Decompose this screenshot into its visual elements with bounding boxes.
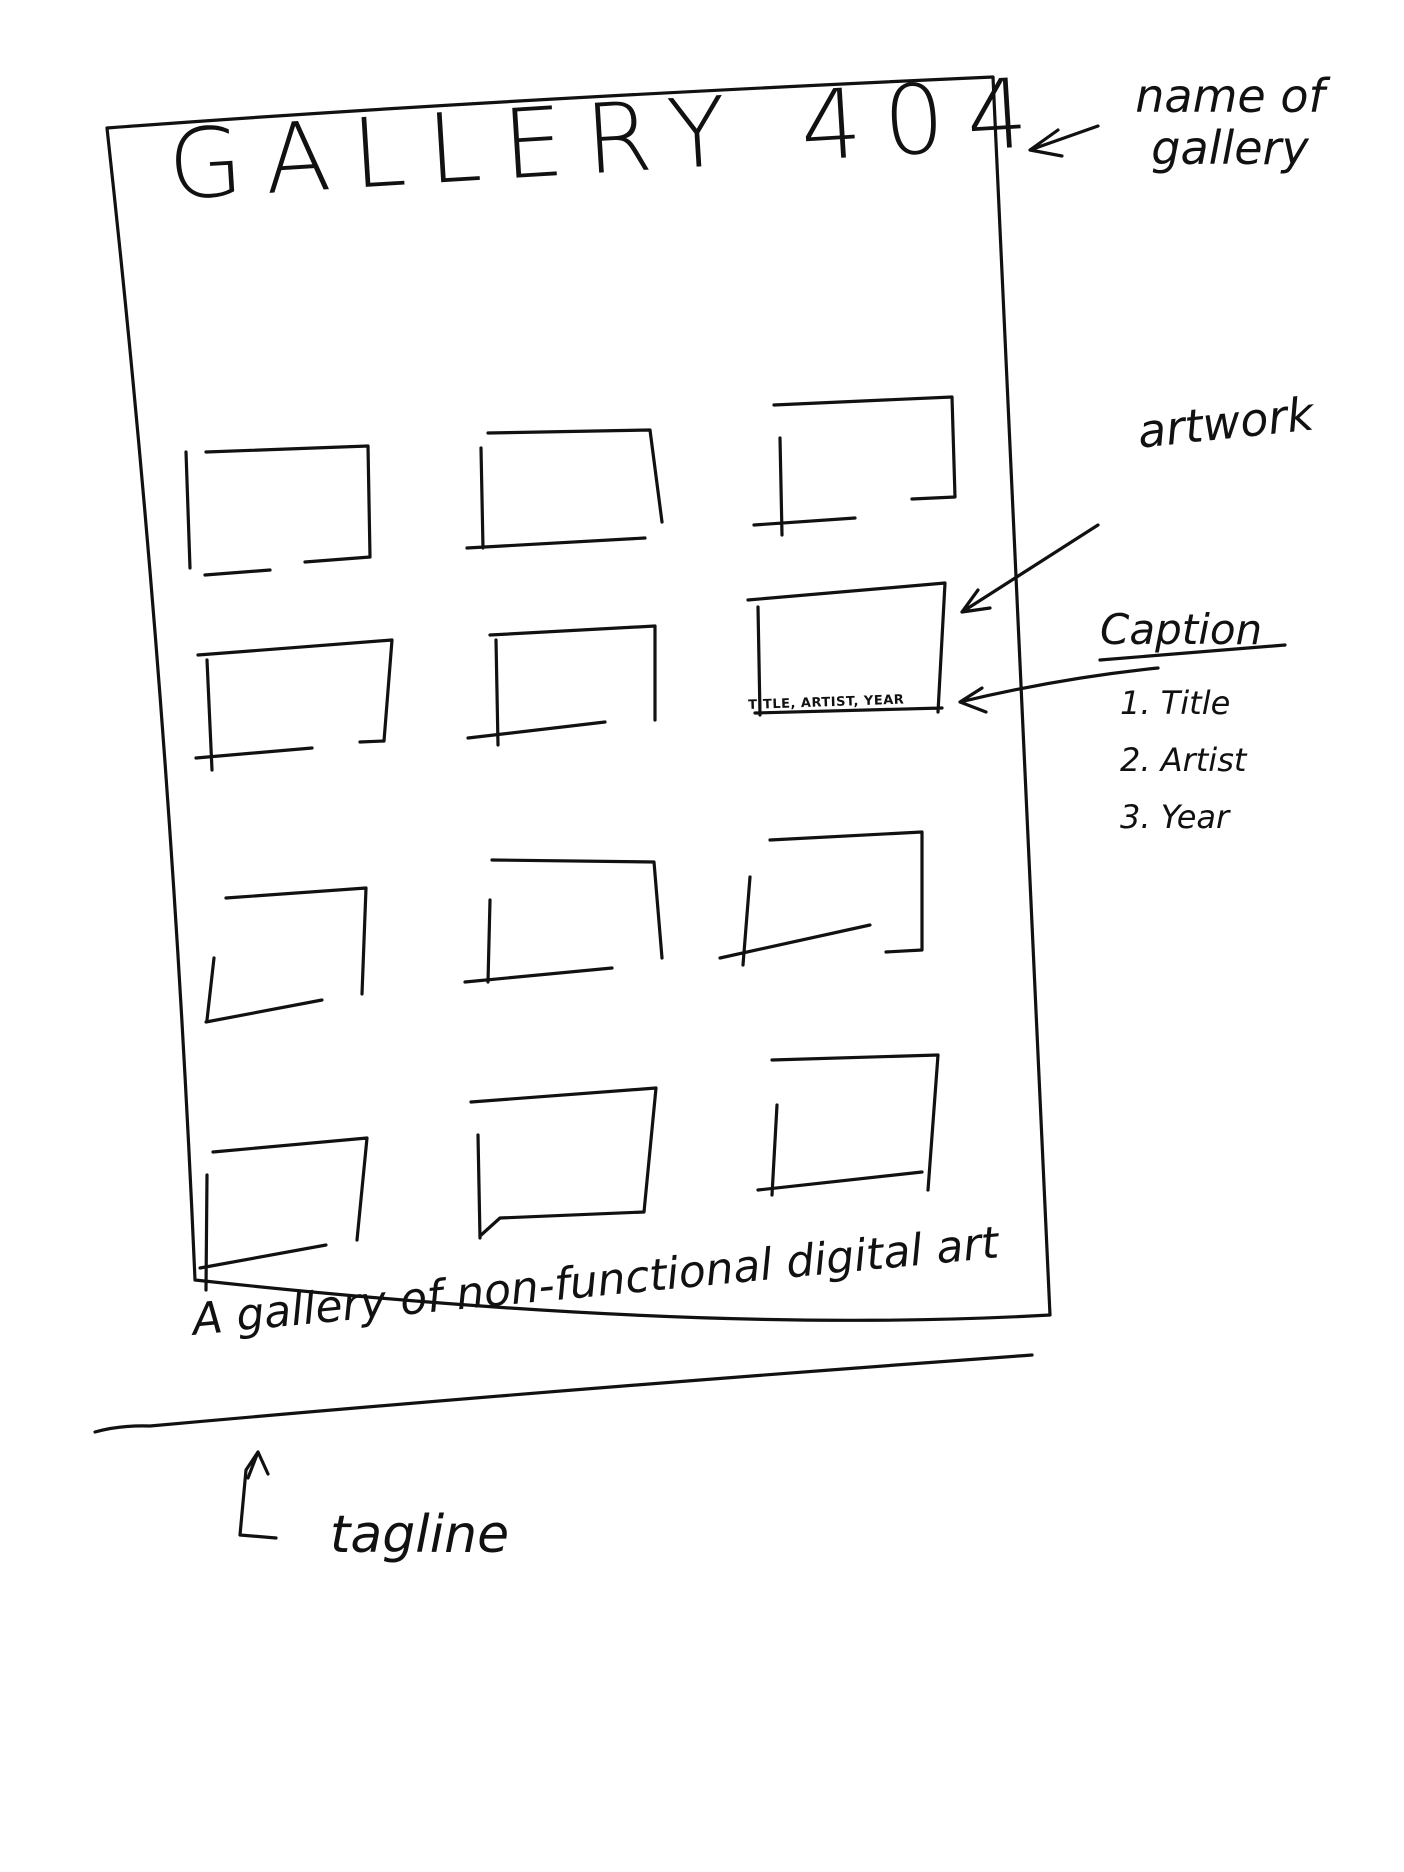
arrow-name-of-gallery xyxy=(1028,124,1100,158)
artwork-frame xyxy=(746,581,947,717)
artwork-frame xyxy=(465,428,664,550)
arrow-artwork xyxy=(960,523,1100,614)
caption-fields-list: 1. Title 2. Artist 3. Year xyxy=(1120,675,1246,846)
artwork-frame xyxy=(198,1136,369,1292)
artwork-frame xyxy=(466,624,657,747)
artwork-frame xyxy=(194,638,394,772)
arrow-caption xyxy=(958,666,1160,714)
artwork-frame xyxy=(718,830,924,967)
tagline-baseline xyxy=(93,1353,1034,1434)
caption-field-artist: 2. Artist xyxy=(1120,741,1247,779)
caption-underline xyxy=(1098,643,1287,662)
arrow-tagline xyxy=(238,1450,278,1540)
page-frame xyxy=(105,75,1052,1322)
artwork-frame xyxy=(752,395,957,537)
caption-field-title: 1. Title xyxy=(1120,684,1231,722)
annotation-caption-heading: Caption xyxy=(1100,605,1263,654)
artwork-frame xyxy=(469,1086,658,1240)
artwork-frame xyxy=(463,858,664,984)
artwork-frame xyxy=(204,886,368,1024)
annotation-gallery-name: name of gallery xyxy=(1135,69,1325,175)
artwork-frame xyxy=(184,444,372,577)
artwork-frame xyxy=(756,1053,940,1197)
caption-field-year: 3. Year xyxy=(1120,798,1230,836)
annotation-tagline: tagline xyxy=(330,1505,510,1565)
